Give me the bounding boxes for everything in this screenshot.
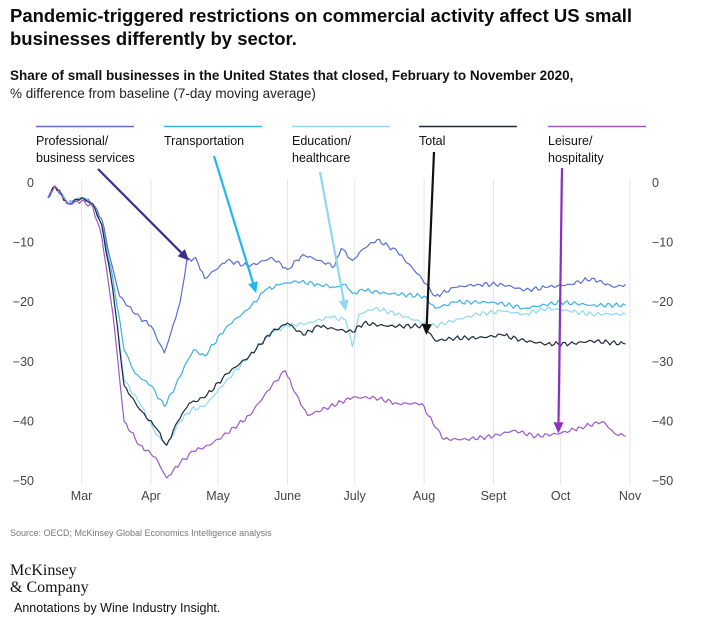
y-tick-right-30: −30 bbox=[652, 355, 673, 369]
chart-subtitle: Share of small businesses in the United … bbox=[10, 68, 574, 83]
x-axis: Mar Apr May June July Aug Sept Oct Nov bbox=[71, 489, 642, 503]
y-tick-left-30: −30 bbox=[13, 355, 34, 369]
arrow-line-total bbox=[425, 151, 436, 325]
source-note: Source: OECD; McKinsey Global Economics … bbox=[10, 528, 272, 538]
y-axis-left: 0 −10 −20 −30 −40 −50 bbox=[13, 176, 34, 488]
arrow-line-professional-business-services bbox=[97, 168, 183, 254]
y-tick-left-20: −20 bbox=[13, 295, 34, 309]
y-tick-left-40: −40 bbox=[13, 414, 34, 428]
page-title: Pandemic-triggered restrictions on comme… bbox=[10, 5, 633, 49]
x-tick-sept: Sept bbox=[481, 489, 507, 503]
arrow-line-leisure-hospitality bbox=[557, 167, 564, 423]
y-tick-right-50: −50 bbox=[652, 474, 673, 488]
y-axis-right: 0 −10 −20 −30 −40 −50 bbox=[652, 176, 673, 488]
mckinsey-logo: McKinsey & Company bbox=[10, 562, 89, 596]
logo-line-2: & Company bbox=[10, 579, 89, 596]
arrow-head-leisure-hospitality bbox=[553, 422, 564, 434]
x-tick-apr: Apr bbox=[141, 489, 160, 503]
y-tick-right-10: −10 bbox=[652, 236, 673, 250]
arrow-head-transportation bbox=[248, 281, 258, 294]
legend-label-professional-business-services-2: business services bbox=[36, 151, 135, 165]
arrow-line-education-healthcare bbox=[318, 171, 345, 301]
legend-label-education-healthcare-2: healthcare bbox=[292, 151, 350, 165]
x-tick-aug: Aug bbox=[413, 489, 435, 503]
chart-unit-label: % difference from baseline (7-day moving… bbox=[10, 86, 316, 101]
series-line-education-healthcare bbox=[47, 185, 626, 446]
series-line-total bbox=[47, 185, 626, 446]
x-tick-mar: Mar bbox=[71, 489, 93, 503]
legend-label-leisure-hospitality-2: hospitality bbox=[548, 151, 604, 165]
legend: Professional/business services Transporta… bbox=[36, 125, 646, 165]
annotation-credit: Annotations by Wine Industry Insight. bbox=[14, 601, 221, 615]
arrow-line-transportation bbox=[212, 155, 254, 284]
x-tick-may: May bbox=[206, 489, 230, 503]
x-tick-nov: Nov bbox=[619, 489, 642, 503]
logo-line-1: McKinsey bbox=[10, 562, 77, 579]
y-tick-right-20: −20 bbox=[652, 295, 673, 309]
y-tick-right-0: 0 bbox=[652, 176, 659, 190]
legend-label-transportation-1: Transportation bbox=[164, 134, 244, 148]
x-tick-july: July bbox=[344, 489, 367, 503]
y-tick-left-10: −10 bbox=[13, 236, 34, 250]
series-line-transportation bbox=[47, 185, 626, 408]
y-tick-left-50: −50 bbox=[13, 474, 34, 488]
y-tick-right-40: −40 bbox=[652, 414, 673, 428]
arrow-head-education-healthcare bbox=[338, 299, 349, 312]
legend-label-professional-business-services-1: Professional/ bbox=[36, 134, 109, 148]
series-lines bbox=[47, 185, 626, 479]
annotation-arrows bbox=[97, 151, 564, 434]
arrow-head-total bbox=[421, 323, 432, 335]
x-tick-oct: Oct bbox=[551, 489, 571, 503]
y-tick-left-0: 0 bbox=[27, 176, 34, 190]
legend-label-education-healthcare-1: Education/ bbox=[292, 134, 352, 148]
x-tick-june: June bbox=[274, 489, 301, 503]
series-line-leisure-hospitality bbox=[47, 185, 626, 479]
series-line-professional-business-services bbox=[47, 185, 626, 354]
arrow-head-professional-business-services bbox=[177, 249, 190, 261]
legend-label-leisure-hospitality-1: Leisure/ bbox=[548, 134, 593, 148]
legend-label-total-1: Total bbox=[419, 134, 445, 148]
